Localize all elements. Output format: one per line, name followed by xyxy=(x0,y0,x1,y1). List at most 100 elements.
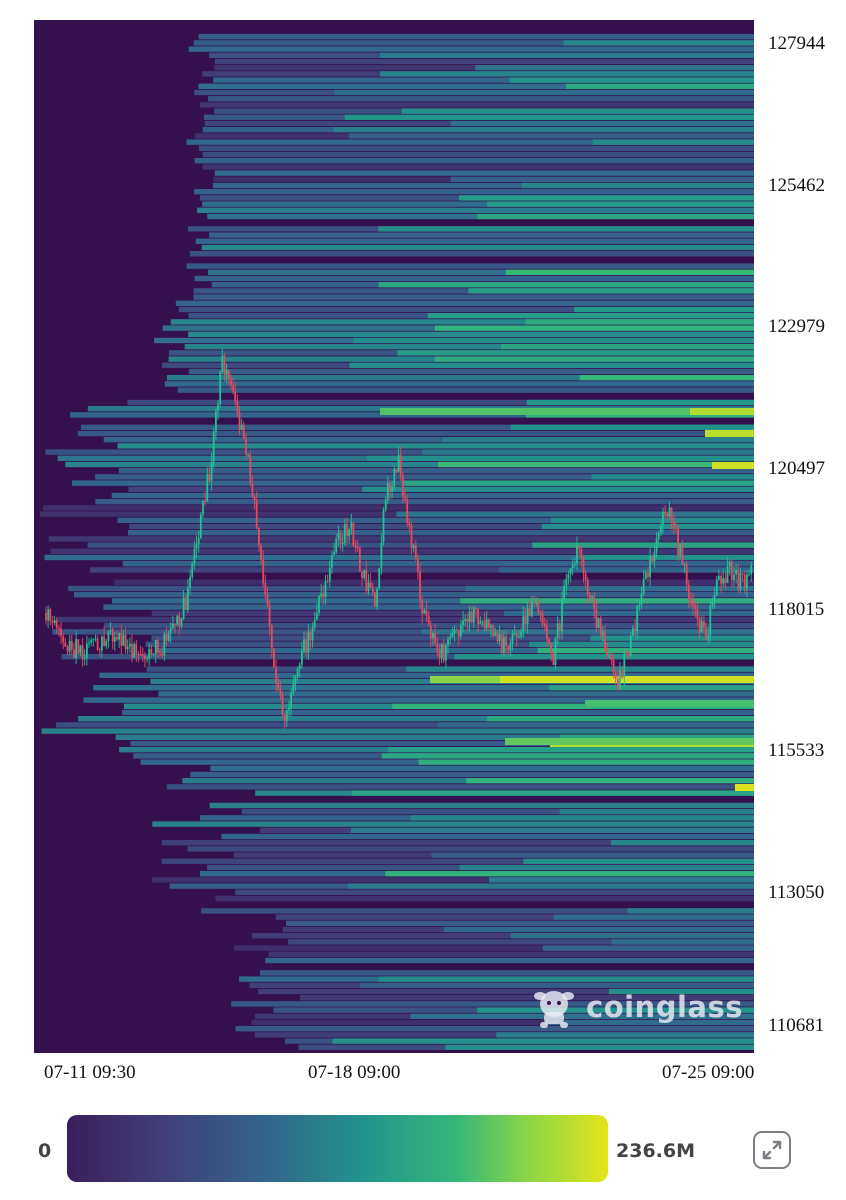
candle-body xyxy=(629,635,632,656)
candle-body xyxy=(161,653,163,656)
heat-band-hotspot xyxy=(712,462,754,469)
candle-body xyxy=(98,649,101,651)
candle-body xyxy=(690,599,692,602)
candle-body xyxy=(604,631,606,650)
candle-body xyxy=(260,545,262,560)
heat-band xyxy=(349,362,754,368)
heat-band xyxy=(444,926,754,933)
candle-body xyxy=(53,620,56,623)
candle-body xyxy=(468,611,471,623)
candle-body xyxy=(546,626,548,639)
x-tick-label: 07-18 09:00 xyxy=(308,1062,401,1083)
candle-body xyxy=(111,629,114,642)
candle-body xyxy=(137,653,140,655)
heat-band xyxy=(78,716,755,722)
expand-button[interactable] xyxy=(753,1131,791,1169)
candle-body xyxy=(750,565,753,575)
heat-band xyxy=(188,331,754,337)
heat-band xyxy=(111,492,754,499)
heat-band xyxy=(553,914,754,920)
candle-body xyxy=(90,640,93,643)
candle-body xyxy=(737,569,740,590)
candle-body xyxy=(180,618,183,627)
candle-body xyxy=(150,648,153,655)
candle-body xyxy=(565,578,568,586)
candle-body xyxy=(429,625,432,639)
candle-body xyxy=(571,564,574,569)
candle-body xyxy=(328,567,331,582)
heat-band xyxy=(93,685,754,691)
heat-band xyxy=(177,387,755,393)
candle-body xyxy=(687,584,690,600)
candle-body xyxy=(672,520,675,527)
candle-body xyxy=(341,542,344,544)
candle-body xyxy=(210,461,213,481)
candle-body xyxy=(146,658,148,660)
candle-body xyxy=(273,648,275,668)
candle-body xyxy=(122,635,125,646)
heat-band-hotspot xyxy=(505,738,754,745)
heat-band xyxy=(505,269,754,275)
candle-body xyxy=(668,507,671,517)
heat-band xyxy=(418,759,754,765)
heat-band xyxy=(202,151,754,158)
candle-body xyxy=(623,652,626,678)
candle-body xyxy=(395,469,398,472)
candle-body xyxy=(556,623,559,639)
candle-body xyxy=(268,604,271,626)
candle-body xyxy=(47,609,50,621)
heat-band xyxy=(332,1038,754,1044)
candle-body xyxy=(453,629,456,633)
candle-body xyxy=(384,500,387,510)
heat-band xyxy=(118,468,754,474)
candle-body xyxy=(221,355,224,372)
heat-band xyxy=(87,542,755,548)
candle-body xyxy=(576,546,578,564)
heat-band xyxy=(334,89,754,96)
heat-band xyxy=(510,424,754,430)
x-tick-label: 07-11 09:30 xyxy=(44,1062,136,1083)
candle-body xyxy=(283,714,286,722)
heat-band-hotspot xyxy=(690,408,754,415)
candle-body xyxy=(445,645,447,661)
candle-body xyxy=(569,568,572,575)
heat-band xyxy=(551,517,754,523)
heat-band xyxy=(450,120,754,127)
candle-body xyxy=(335,539,338,552)
heat-band xyxy=(48,536,755,542)
heat-band xyxy=(592,139,754,145)
candle-body xyxy=(359,548,361,572)
heat-band xyxy=(234,945,754,951)
heat-band xyxy=(166,784,755,790)
candle-body xyxy=(380,542,383,569)
candle-body xyxy=(75,639,77,658)
heat-band xyxy=(590,635,754,641)
heat-band xyxy=(526,399,754,406)
candle-body xyxy=(632,628,634,636)
candle-body xyxy=(294,676,297,684)
candle-body xyxy=(290,692,292,708)
candle-body xyxy=(477,609,479,624)
candle-body xyxy=(666,513,669,517)
candle-body xyxy=(447,639,449,646)
candle-body xyxy=(449,637,452,640)
candle-body xyxy=(391,486,393,492)
heat-band xyxy=(627,908,754,914)
heat-band xyxy=(459,195,754,201)
candle-body xyxy=(154,640,157,654)
heat-band xyxy=(193,294,754,300)
candle-body xyxy=(640,593,643,605)
heat-band xyxy=(396,511,754,517)
heat-band xyxy=(275,914,754,920)
heat-band xyxy=(41,728,755,734)
candle-body xyxy=(726,566,729,583)
candle-body xyxy=(599,618,602,636)
candle-body xyxy=(709,605,712,636)
heat-band xyxy=(385,871,754,877)
heat-band xyxy=(210,765,754,771)
heat-band xyxy=(214,170,755,176)
candle-body xyxy=(135,644,138,654)
heat-band xyxy=(201,244,754,251)
candle-body xyxy=(141,655,144,657)
